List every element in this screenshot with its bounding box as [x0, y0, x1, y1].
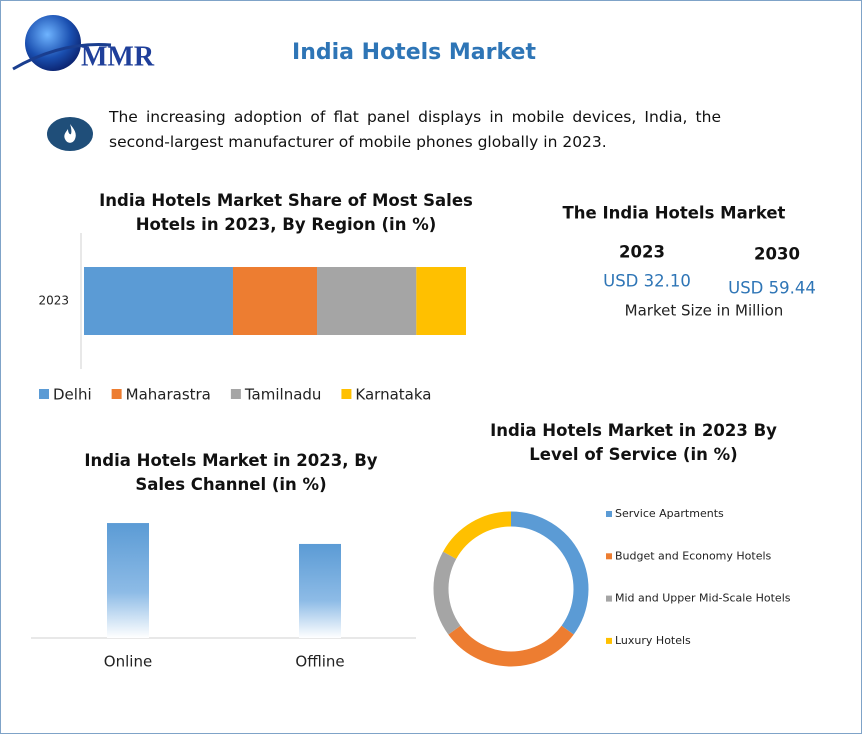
chart-title: India Hotels Market in 2023, By Sales Ch… [84, 451, 378, 494]
x-tick-label: Online [104, 653, 152, 671]
legend-marker [606, 553, 612, 560]
legend-label: Tamilnadu [244, 386, 322, 404]
market-unit: Market Size in Million [625, 302, 784, 320]
year-label: 2030 [754, 245, 800, 264]
legend-label: Budget and Economy Hotels [615, 549, 772, 562]
legend-label: Delhi [53, 386, 92, 404]
legend-marker [606, 511, 612, 517]
bar-segment [232, 267, 318, 335]
intro-icon [47, 117, 93, 151]
x-tick-label: Offline [295, 653, 344, 671]
market-value: USD 32.10 [603, 272, 691, 291]
legend-label: Maharastra [126, 386, 211, 404]
legend-marker [606, 595, 612, 602]
donut-segment [510, 511, 589, 635]
bar [299, 543, 341, 638]
legend-label: Luxury Hotels [615, 634, 691, 647]
page-title: India Hotels Market [292, 40, 536, 65]
market-title: The India Hotels Market [563, 204, 786, 223]
bar-segment [84, 267, 233, 335]
bar [107, 523, 149, 638]
chart-title: India Hotels Market in 2023 By Level of … [490, 421, 777, 464]
donut-segment [433, 551, 461, 635]
legend-marker [606, 637, 612, 644]
bar-segment [416, 267, 466, 335]
logo: MMR [12, 15, 155, 72]
legend-label: Mid and Upper Mid-Scale Hotels [615, 592, 791, 605]
year-label: 2023 [619, 243, 665, 262]
donut-segment [443, 511, 512, 560]
chart-title: India Hotels Market Share of Most Sales … [99, 191, 473, 234]
legend-label: Service Apartments [615, 507, 724, 520]
y-tick-label: 2023 [38, 294, 69, 308]
logo-text: MMR [81, 41, 155, 72]
donut-segment [448, 625, 574, 667]
market-value: USD 59.44 [728, 279, 816, 298]
bar-segment [317, 267, 417, 335]
intro-text: The increasing adoption of flat panel di… [109, 108, 721, 151]
legend-marker [341, 389, 352, 399]
legend-marker [111, 389, 122, 399]
legend-marker [39, 389, 49, 399]
legend-marker [230, 389, 241, 399]
legend-label: Karnataka [355, 386, 431, 404]
